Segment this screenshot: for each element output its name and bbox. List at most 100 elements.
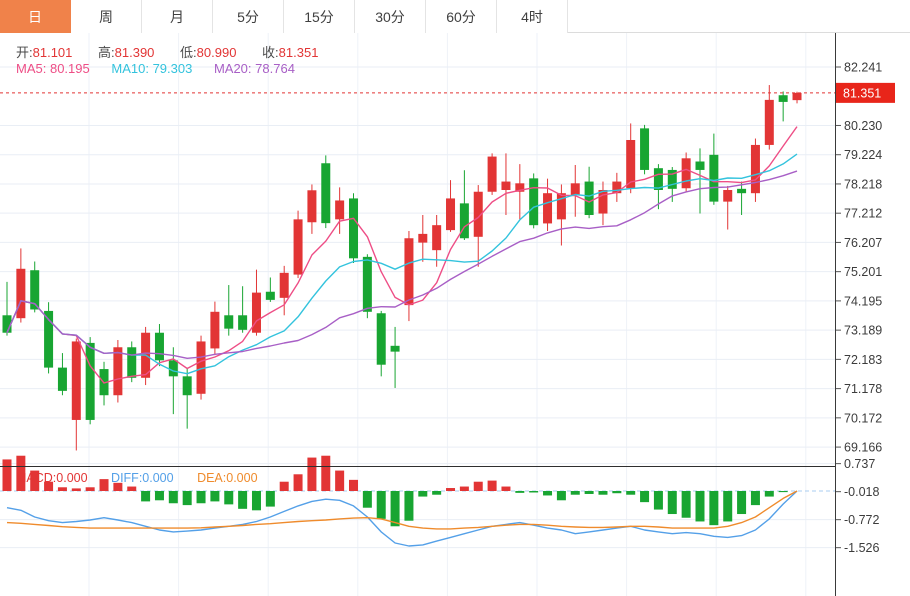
candle-body [695,161,705,170]
macd-bar [529,491,539,493]
candle-body [362,256,372,312]
candle-body [709,154,719,202]
macd-bar [515,491,525,493]
candle-body [681,158,691,189]
candle-body [723,189,733,202]
tab-month[interactable]: 月 [142,0,213,33]
candles [2,85,802,451]
tab-4hour[interactable]: 4时 [497,0,568,33]
candle-body [529,178,539,226]
macd-bar [626,491,636,495]
tab-week[interactable]: 周 [71,0,142,33]
candle-body [30,270,40,310]
candle-body [598,189,608,214]
macd-histogram [2,455,788,527]
macd-bar [293,474,303,491]
kline-chart-svg[interactable]: 82.241 80.230 79.224 78.218 77.212 76.207 75.2… [0,33,910,596]
macd-gridlines: 0.737 -0.018 -0.772 -1.526 [0,457,879,555]
candle-body [85,342,95,420]
price-axis-label: 70.172 [844,411,882,425]
macd-bar [224,491,234,505]
price-axis-label: 71.178 [844,382,882,396]
candle-body [556,193,566,220]
price-axis-label: 76.207 [844,236,882,250]
macd-bar [362,491,372,508]
candle-body [57,367,67,391]
macd-bar [113,482,123,491]
candle-body [16,268,26,319]
ma5-line [6,126,798,384]
candle-body [640,128,650,170]
macd-bar [653,491,663,510]
macd-bar [723,491,733,522]
macd-bar [265,491,275,507]
candle-body [238,315,248,330]
macd-bar [44,481,54,491]
candle-body [127,347,137,378]
macd-bar [376,491,386,519]
candle-body [750,144,760,194]
macd-bar [667,491,677,515]
tab-60min[interactable]: 60分 [426,0,497,33]
candle-body [210,311,220,349]
macd-bar [695,491,705,522]
macd-bar [404,491,414,521]
candle-body [667,169,677,189]
macd-bar [196,491,206,504]
macd-bar [182,491,192,506]
candle-body [487,156,497,192]
candle-body [307,190,317,223]
candle-body [626,139,636,189]
candle-body [432,225,442,251]
candle-body [570,183,580,195]
candle-body [404,238,414,306]
macd-bar [418,491,428,497]
candle-body [737,188,747,194]
candle-body [196,341,206,394]
macd-axis-label: -0.018 [844,485,879,499]
candle-body [335,200,345,220]
macd-bar [640,491,650,503]
macd-bar [501,486,511,491]
candle-body [764,99,774,145]
macd-bar [570,491,580,495]
macd-bar [612,491,622,494]
ma20-line [6,170,798,359]
timeframe-tabbar: 日 周 月 5分 15分 30分 60分 4时 [0,0,910,33]
price-axis-label: 77.212 [844,207,882,221]
candle-body [349,198,358,259]
candle-body [584,181,594,215]
macd-axis-label: 0.737 [844,457,875,471]
price-axis-label: 80.230 [844,119,882,133]
candle-body [44,310,54,368]
tab-15min[interactable]: 15分 [284,0,355,33]
candle-body [168,360,178,377]
candle-body [182,376,192,396]
macd-bar [390,491,400,527]
candle-body [543,193,553,224]
candle-body [418,233,428,243]
tab-5min[interactable]: 5分 [213,0,284,33]
candle-body [321,163,331,224]
price-axis-label: 72.183 [844,353,882,367]
candle-body [71,341,81,420]
macd-bar [210,491,220,502]
macd-bar [85,487,95,491]
candle-body [792,92,802,101]
macd-bar [778,491,788,493]
candle-body [653,168,663,190]
candle-body [390,345,400,352]
macd-bar [446,488,456,491]
candle-body [293,219,303,275]
macd-bar [141,491,151,502]
tab-day[interactable]: 日 [0,0,71,33]
price-axis-labels: 82.241 80.230 79.224 78.218 77.212 76.207 75.2… [835,61,882,455]
tab-30min[interactable]: 30分 [355,0,426,33]
price-axis-label: 79.224 [844,148,882,162]
macd-bar [681,491,691,518]
chart-area[interactable]: 82.241 80.230 79.224 78.218 77.212 76.207 75.2… [0,33,910,596]
macd-bar [321,455,331,491]
price-axis-label: 75.201 [844,265,882,279]
macd-bar [487,480,497,491]
